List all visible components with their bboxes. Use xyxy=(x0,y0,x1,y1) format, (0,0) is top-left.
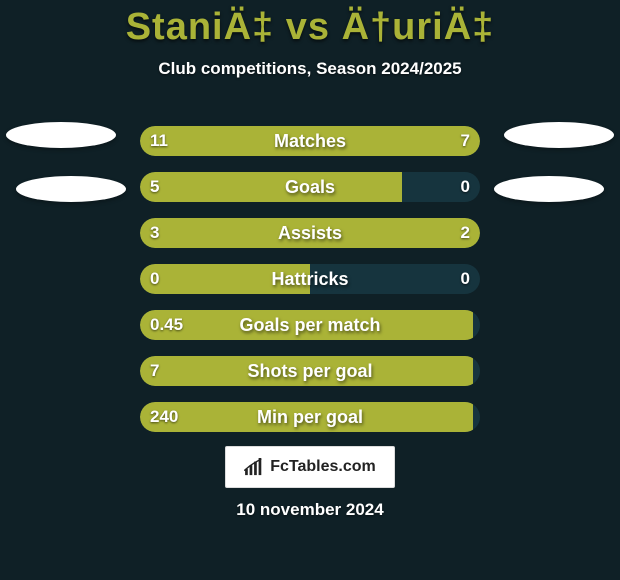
left-bar xyxy=(140,264,310,294)
date-text: 10 november 2024 xyxy=(0,500,620,520)
bar-track xyxy=(140,310,480,340)
bar-track xyxy=(140,356,480,386)
bars-icon xyxy=(244,458,266,476)
ellipse-icon xyxy=(16,176,126,202)
ellipse-icon xyxy=(504,122,614,148)
right-value: 0 xyxy=(461,166,470,208)
left-value: 3 xyxy=(150,212,159,254)
right-value: 0 xyxy=(461,258,470,300)
left-value: 11 xyxy=(150,120,168,162)
left-value: 0.45 xyxy=(150,304,183,346)
stat-row: 32Assists xyxy=(0,212,620,258)
left-value: 0 xyxy=(150,258,159,300)
right-value: 2 xyxy=(461,212,470,254)
left-bar xyxy=(140,172,402,202)
subtitle: Club competitions, Season 2024/2025 xyxy=(0,59,620,79)
bar-track xyxy=(140,126,480,156)
comparison-card: StaniÄ‡ vs Ä†uriÄ‡ Club competitions, Se… xyxy=(0,0,620,580)
logo-text: FcTables.com xyxy=(270,458,376,476)
left-bar xyxy=(140,126,347,156)
bar-track xyxy=(140,402,480,432)
left-bar xyxy=(140,402,473,432)
left-bar xyxy=(140,310,473,340)
left-value: 240 xyxy=(150,396,178,438)
stat-row: 0.45Goals per match xyxy=(0,304,620,350)
ellipse-icon xyxy=(494,176,604,202)
left-bar xyxy=(140,218,344,248)
left-bar xyxy=(140,356,473,386)
bar-track xyxy=(140,264,480,294)
stat-row: 240Min per goal xyxy=(0,396,620,442)
right-value: 7 xyxy=(461,120,470,162)
left-value: 5 xyxy=(150,166,159,208)
stat-row: 7Shots per goal xyxy=(0,350,620,396)
page-title: StaniÄ‡ vs Ä†uriÄ‡ xyxy=(0,0,620,49)
source-logo: FcTables.com xyxy=(225,446,395,488)
stat-rows: 117Matches50Goals32Assists00Hattricks0.4… xyxy=(0,120,620,442)
bar-track xyxy=(140,218,480,248)
stat-row: 00Hattricks xyxy=(0,258,620,304)
ellipse-icon xyxy=(6,122,116,148)
bar-track xyxy=(140,172,480,202)
left-value: 7 xyxy=(150,350,159,392)
